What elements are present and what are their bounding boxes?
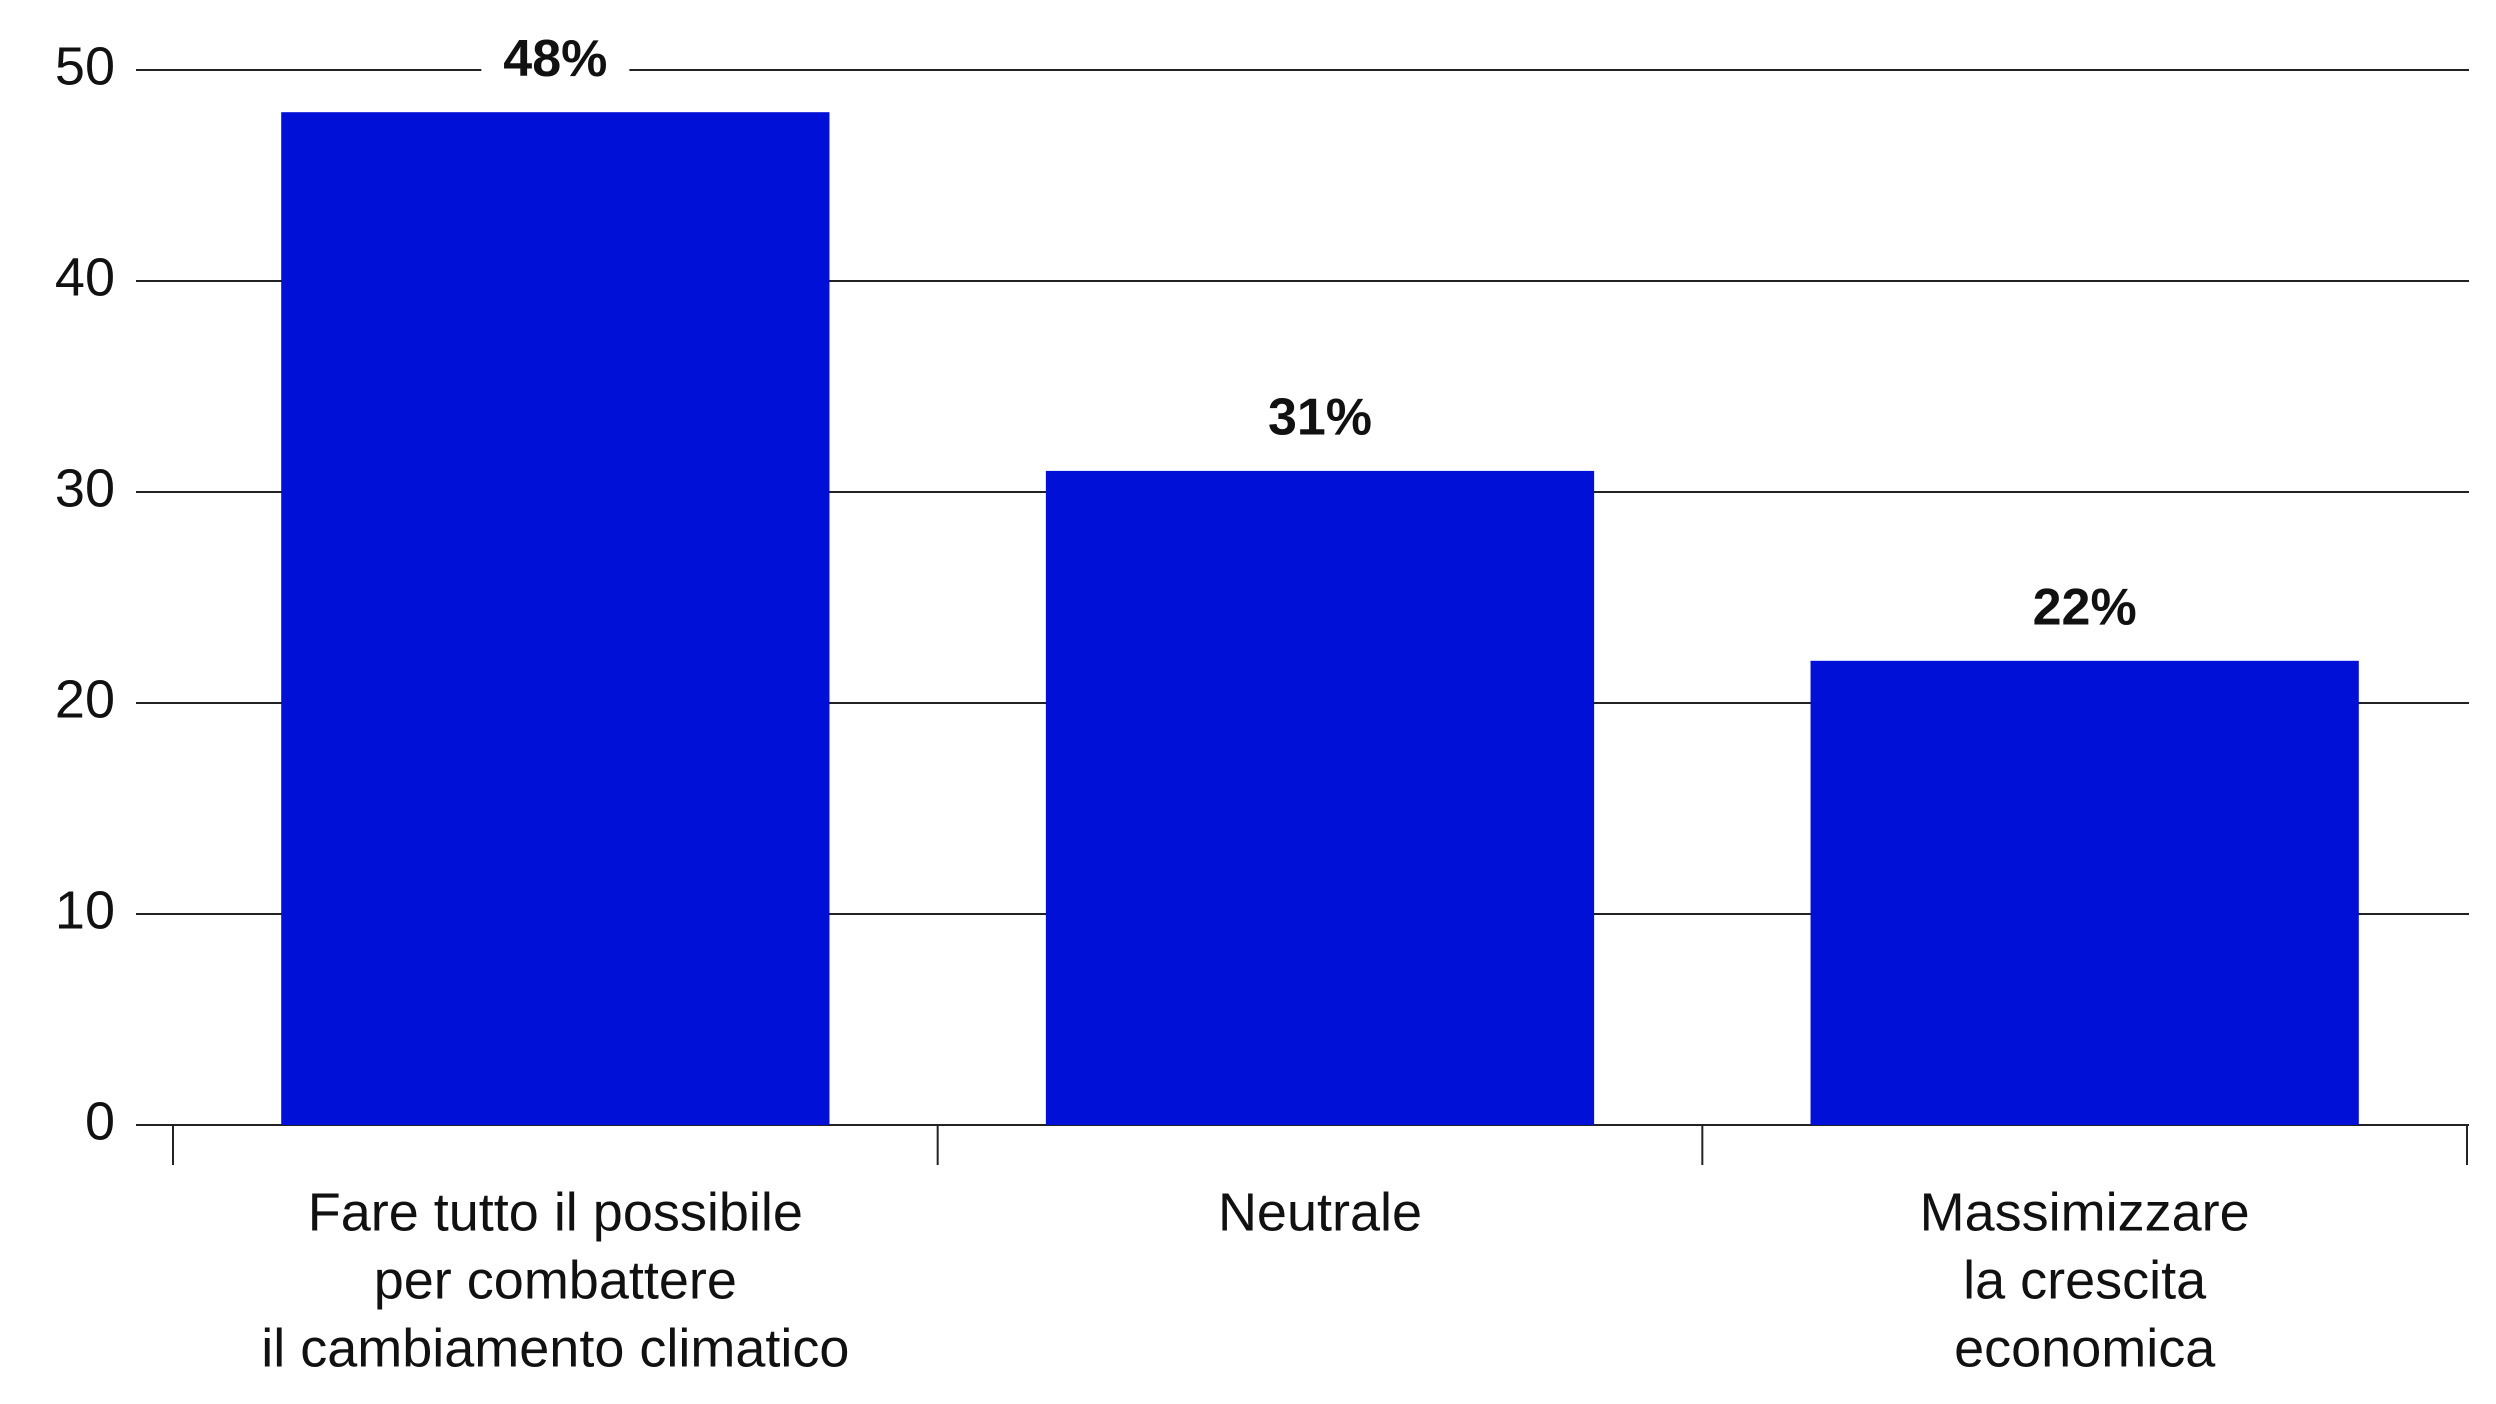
y-tick-label: 50 xyxy=(55,36,115,96)
value-label-bg xyxy=(2010,578,2159,637)
x-tick-label: per combattere xyxy=(374,1250,737,1310)
bar xyxy=(1810,660,2359,1125)
x-tick-label: la crescita xyxy=(1963,1250,2207,1310)
bar xyxy=(281,112,830,1125)
x-tick-label: Massimizzare xyxy=(1920,1182,2250,1242)
value-label-bg xyxy=(1245,388,1395,447)
bar xyxy=(1045,470,1595,1125)
y-tick-label: 30 xyxy=(55,458,115,518)
x-tick-label: Neutrale xyxy=(1218,1182,1422,1242)
y-tick-label: 40 xyxy=(55,247,115,307)
value-label: 48% xyxy=(503,30,607,88)
x-tick-label: economica xyxy=(1954,1318,2216,1378)
x-tick-label: Fare tutto il possibile xyxy=(308,1182,803,1242)
value-label: 22% xyxy=(2033,579,2137,637)
value-label: 31% xyxy=(1268,389,1372,447)
y-tick-label: 20 xyxy=(55,669,115,729)
y-tick-label: 0 xyxy=(85,1091,115,1151)
y-tick-label: 10 xyxy=(55,880,115,940)
x-tick-label: il cambiamento climatico xyxy=(261,1318,849,1378)
value-label-bg xyxy=(481,29,630,88)
